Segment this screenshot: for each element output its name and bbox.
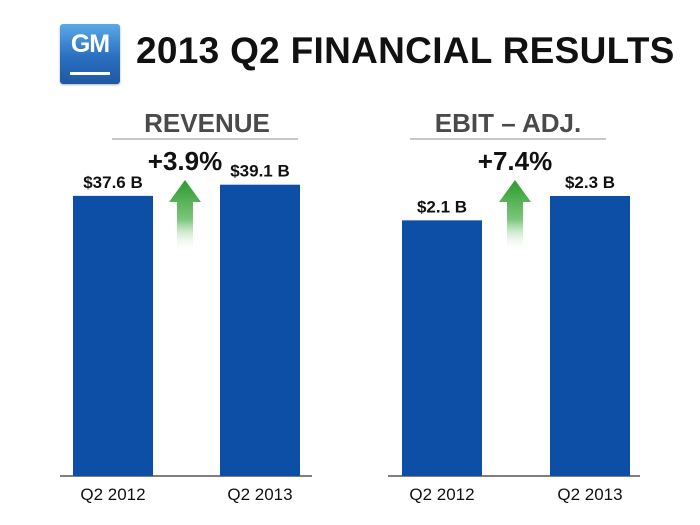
revenue-value-label-2: $39.1 B — [230, 162, 290, 181]
gm-logo-underline — [70, 72, 110, 75]
ebit-value-label-2: $2.3 B — [565, 173, 615, 192]
revenue-chart-title: REVENUE — [144, 108, 270, 138]
revenue-change-label: +3.9% — [148, 146, 222, 176]
revenue-category-label-2: Q2 2013 — [227, 485, 292, 504]
ebit-bar-1 — [402, 220, 482, 476]
page-title: 2013 Q2 FINANCIAL RESULTS — [136, 30, 675, 71]
revenue-category-label-1: Q2 2012 — [80, 485, 145, 504]
gm-logo: GM — [60, 24, 120, 84]
ebit-chart-title: EBIT – ADJ. — [434, 108, 582, 138]
ebit-bar-2 — [550, 196, 630, 476]
revenue-title-rule — [112, 138, 298, 140]
ebit-category-label-2: Q2 2013 — [557, 485, 622, 504]
ebit-category-label-1: Q2 2012 — [409, 485, 474, 504]
revenue-growth-arrow — [169, 180, 201, 252]
revenue-value-label-1: $37.6 B — [83, 173, 143, 192]
ebit-change-label: +7.4% — [478, 146, 552, 176]
gm-logo-text: GM — [70, 30, 110, 58]
ebit-growth-arrow — [499, 180, 531, 252]
ebit-value-label-1: $2.1 B — [417, 197, 467, 216]
ebit-title-rule — [410, 138, 606, 140]
revenue-bar-1 — [73, 195, 153, 476]
revenue-bar-2 — [220, 184, 300, 476]
